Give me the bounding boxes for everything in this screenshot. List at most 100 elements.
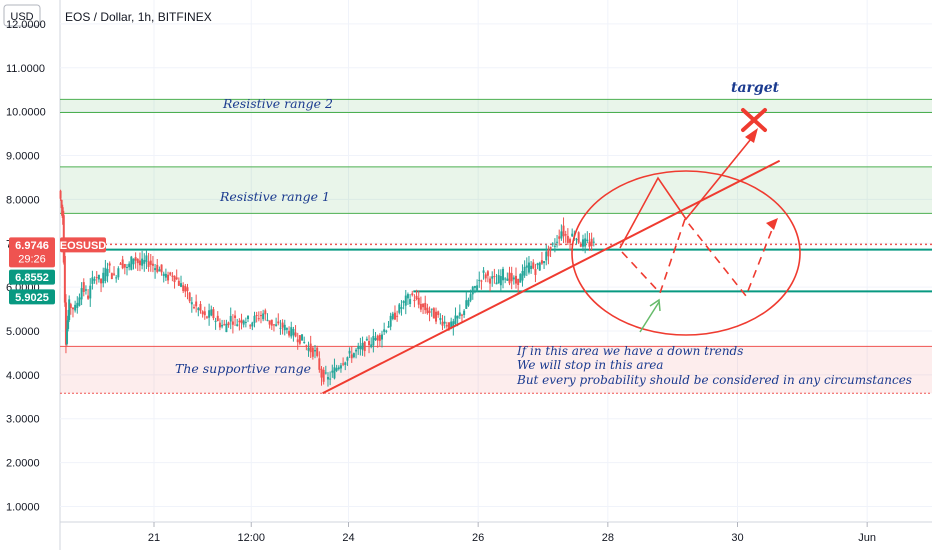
label-supportive-range: The supportive range xyxy=(175,361,311,376)
candle-body xyxy=(59,190,62,199)
candle-body xyxy=(577,232,580,243)
candle-body xyxy=(80,288,83,300)
candle-body xyxy=(443,321,446,324)
zone-fill xyxy=(60,346,932,394)
candle-body xyxy=(160,264,163,273)
candle-body xyxy=(192,307,195,309)
candle-body xyxy=(417,297,420,305)
zone-fill xyxy=(60,166,932,214)
symbol-tag-bg xyxy=(60,237,106,253)
candle-body xyxy=(482,270,485,273)
candle-body xyxy=(506,278,509,281)
candle-body xyxy=(387,326,390,328)
candle-body xyxy=(188,292,191,302)
candle-body xyxy=(93,279,96,281)
candle-body xyxy=(63,255,66,303)
candle-body xyxy=(61,207,64,218)
candle-body xyxy=(424,302,427,311)
candle-body xyxy=(359,345,362,350)
candle-body xyxy=(437,311,440,316)
y-tick-label: 3.0000 xyxy=(6,414,40,426)
candle-body xyxy=(121,259,124,269)
candle-body xyxy=(84,289,87,291)
candle-body xyxy=(251,322,254,327)
candle-body xyxy=(259,315,262,317)
candle-body xyxy=(195,301,198,307)
candle-body xyxy=(281,322,284,328)
candle-body xyxy=(447,322,450,330)
candle-body xyxy=(525,265,528,268)
candle-body xyxy=(234,315,237,319)
candle-body xyxy=(169,272,172,275)
candle-body xyxy=(320,368,323,378)
candle-body xyxy=(404,295,407,306)
candle-body xyxy=(149,260,152,265)
candle-body xyxy=(285,328,288,330)
candle-body xyxy=(579,244,582,247)
candle-body xyxy=(571,233,574,237)
candle-body xyxy=(175,277,178,280)
candle-body xyxy=(445,325,448,327)
candle-body xyxy=(592,241,595,243)
candle-body xyxy=(406,294,409,299)
candle-body xyxy=(454,315,457,324)
candle-body xyxy=(130,256,133,270)
trendline xyxy=(322,159,781,395)
candle-body xyxy=(504,278,507,280)
candle-body xyxy=(521,271,524,281)
candle-body xyxy=(517,278,520,285)
candle-body xyxy=(242,320,245,325)
candle-body xyxy=(432,308,435,319)
note-line-3: But every probability should be consider… xyxy=(516,373,912,387)
candle-body xyxy=(413,299,416,302)
candle-body xyxy=(556,241,559,243)
candle-body xyxy=(538,262,541,271)
bullish-path xyxy=(619,133,756,249)
candle-body xyxy=(151,263,154,266)
candle-body xyxy=(123,263,126,268)
candle-body xyxy=(180,283,183,287)
candle-body xyxy=(458,312,461,316)
candle-body xyxy=(566,235,569,243)
candle-body xyxy=(560,231,563,239)
candle-body xyxy=(67,315,70,329)
candle-body xyxy=(303,341,306,343)
candle-body xyxy=(128,263,131,268)
currency-badge[interactable] xyxy=(3,4,41,27)
candle-body xyxy=(415,295,418,300)
candle-body xyxy=(342,363,345,365)
x-tick-label: 24 xyxy=(342,532,354,544)
candle-body xyxy=(331,370,334,373)
candle-body xyxy=(108,263,111,266)
candle-body xyxy=(378,334,381,341)
candle-body xyxy=(89,285,92,299)
candle-body xyxy=(301,334,304,341)
levels xyxy=(60,243,932,293)
candle-body xyxy=(527,262,530,273)
candle-body xyxy=(450,321,453,328)
candle-body xyxy=(581,239,584,247)
candle-body xyxy=(184,286,187,292)
y-tick-label: 11.0000 xyxy=(6,63,45,75)
candle-body xyxy=(229,315,232,322)
candle-body xyxy=(374,337,377,341)
candle-body xyxy=(182,285,185,292)
candle-body xyxy=(110,273,113,280)
candle-body xyxy=(262,313,265,320)
candle-body xyxy=(132,258,135,265)
candle-body xyxy=(104,267,107,282)
y-tick-label: 1.0000 xyxy=(6,501,40,513)
x-tick-label: 30 xyxy=(731,532,743,544)
price-tag-label: 5.9025 xyxy=(15,292,49,304)
candle-body xyxy=(253,315,256,323)
candle-body xyxy=(275,324,278,326)
candle-body xyxy=(352,353,355,358)
y-tick-label: 8.0000 xyxy=(6,194,40,206)
candle-body xyxy=(177,280,180,286)
candle-body xyxy=(141,258,144,266)
candle-body xyxy=(292,328,295,336)
candle-body xyxy=(452,321,455,327)
candle-body xyxy=(400,307,403,309)
candle-body xyxy=(553,245,556,247)
candle-body xyxy=(441,321,444,326)
